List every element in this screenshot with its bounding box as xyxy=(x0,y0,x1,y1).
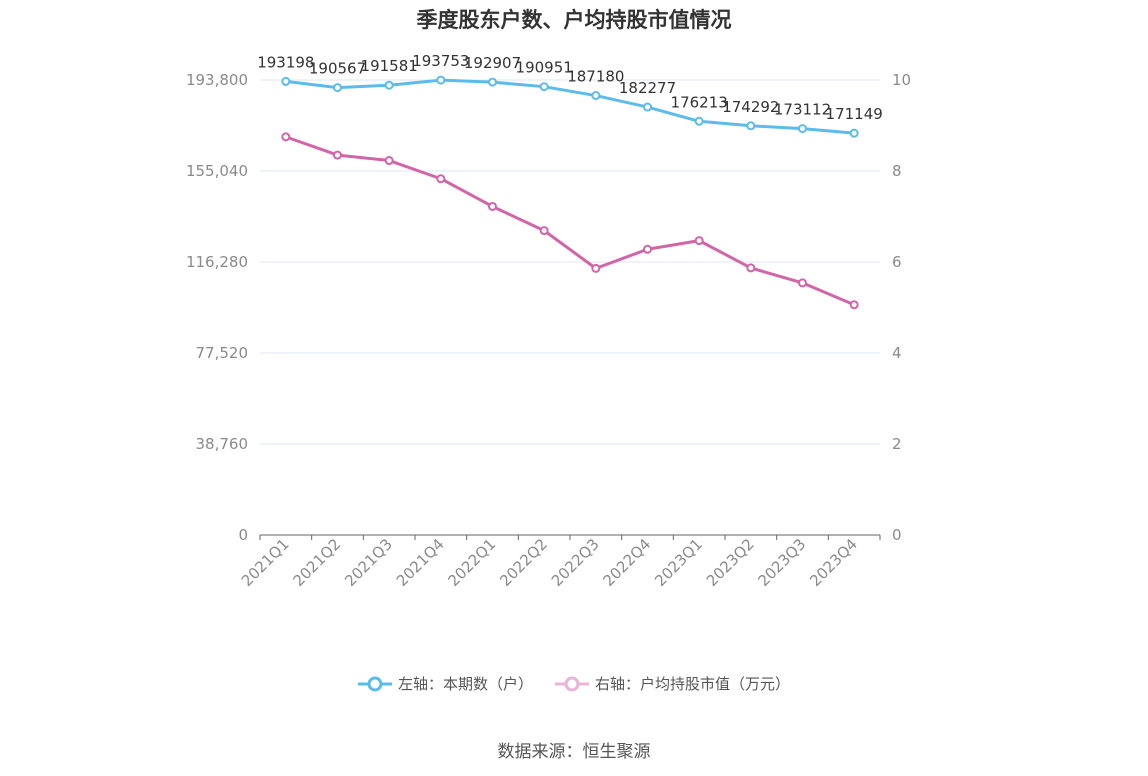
data-label: 182277 xyxy=(619,79,676,97)
series-line-left xyxy=(285,78,855,135)
legend-line-icon xyxy=(357,676,392,691)
data-point-left xyxy=(694,116,704,126)
right-axis-tick-label: 6 xyxy=(892,253,902,271)
x-axis-tick-label: 2023Q2 xyxy=(703,535,758,590)
grid-lines xyxy=(260,79,880,445)
data-point-left xyxy=(281,76,291,86)
data-label: 192907 xyxy=(464,54,521,72)
x-axis-tick-label: 2022Q4 xyxy=(600,535,655,590)
legend-item-avg-value[interactable]: 右轴：户均持股市值（万元） xyxy=(555,673,790,694)
data-point-right xyxy=(436,174,446,184)
left-axis-tick-label: 193,800 xyxy=(186,71,248,89)
left-axis-tick-label: 0 xyxy=(238,526,248,544)
data-point-right xyxy=(643,244,652,254)
right-axis-tick-label: 2 xyxy=(892,435,902,453)
data-label: 174292 xyxy=(722,98,779,116)
axes: 0 0 38,760 2 77,520 4 116,280 6 155,040 8 193,800 1… xyxy=(186,71,911,590)
data-point-right xyxy=(694,236,704,246)
x-axis-tick-label: 2022Q3 xyxy=(548,535,603,590)
x-axis-tick-label: 2021Q2 xyxy=(290,535,345,590)
data-point-right xyxy=(488,201,497,211)
data-point-right xyxy=(333,150,342,160)
x-axis-tick-label: 2021Q4 xyxy=(393,535,448,590)
right-axis-tick-label: 4 xyxy=(892,344,902,362)
series xyxy=(281,75,859,310)
data-point-left xyxy=(436,75,446,85)
data-point-left xyxy=(746,121,756,131)
x-axis-tick-label: 2022Q1 xyxy=(445,535,500,590)
data-label: 193753 xyxy=(412,52,469,70)
data-point-left xyxy=(798,124,807,134)
left-axis-tick-label: 155,040 xyxy=(186,162,248,180)
data-point-left xyxy=(591,91,601,101)
data-label: 190951 xyxy=(516,59,573,77)
data-label: 193198 xyxy=(257,53,314,71)
data-point-left xyxy=(849,128,859,138)
data-point-left xyxy=(488,77,497,87)
data-point-left xyxy=(539,82,549,92)
x-axis-tick-label: 2023Q3 xyxy=(755,535,810,590)
left-axis-tick-label: 116,280 xyxy=(186,253,248,271)
legend-line-icon xyxy=(555,676,589,691)
right-axis-tick-label: 0 xyxy=(892,526,902,544)
data-label: 187180 xyxy=(567,68,624,86)
data-point-right xyxy=(798,278,807,288)
data-labels: 1931981905671915811937531929071909511871… xyxy=(257,52,883,123)
data-label: 173112 xyxy=(774,101,831,119)
data-label: 176213 xyxy=(671,93,728,111)
data-point-right xyxy=(384,156,394,166)
data-point-right xyxy=(539,226,549,236)
legend: 左轴：本期数（户） 右轴：户均持股市值（万元） xyxy=(0,673,1148,694)
data-label: 191581 xyxy=(361,57,418,75)
left-axis-tick-label: 77,520 xyxy=(196,344,249,362)
data-point-right xyxy=(591,263,601,273)
left-axis-tick-label: 38,760 xyxy=(196,435,249,453)
data-point-right xyxy=(281,132,291,142)
data-point-right xyxy=(849,300,859,310)
x-axis-tick-label: 2021Q3 xyxy=(341,535,396,590)
x-axis-tick-label: 2023Q4 xyxy=(806,535,861,590)
data-label: 190567 xyxy=(309,60,366,78)
series-line-right xyxy=(285,135,855,307)
legend-label-avg-value: 右轴：户均持股市值（万元） xyxy=(595,675,791,693)
x-axis-tick-label: 2022Q2 xyxy=(496,535,551,590)
data-source: 数据来源：恒生聚源 xyxy=(497,742,651,762)
legend-item-households[interactable]: 左轴：本期数（户） xyxy=(357,673,533,694)
legend-label-households: 左轴：本期数（户） xyxy=(397,675,533,693)
data-label: 171149 xyxy=(826,105,883,123)
data-point-left xyxy=(384,80,394,90)
chart-title: 季度股东户数、户均持股市值情况 xyxy=(416,8,732,32)
data-point-right xyxy=(746,263,756,273)
data-point-left xyxy=(333,83,342,93)
x-axis-tick-label: 2023Q1 xyxy=(651,535,706,590)
right-axis-tick-label: 10 xyxy=(892,71,911,89)
data-point-left xyxy=(643,102,652,112)
right-axis-tick-label: 8 xyxy=(892,162,902,180)
